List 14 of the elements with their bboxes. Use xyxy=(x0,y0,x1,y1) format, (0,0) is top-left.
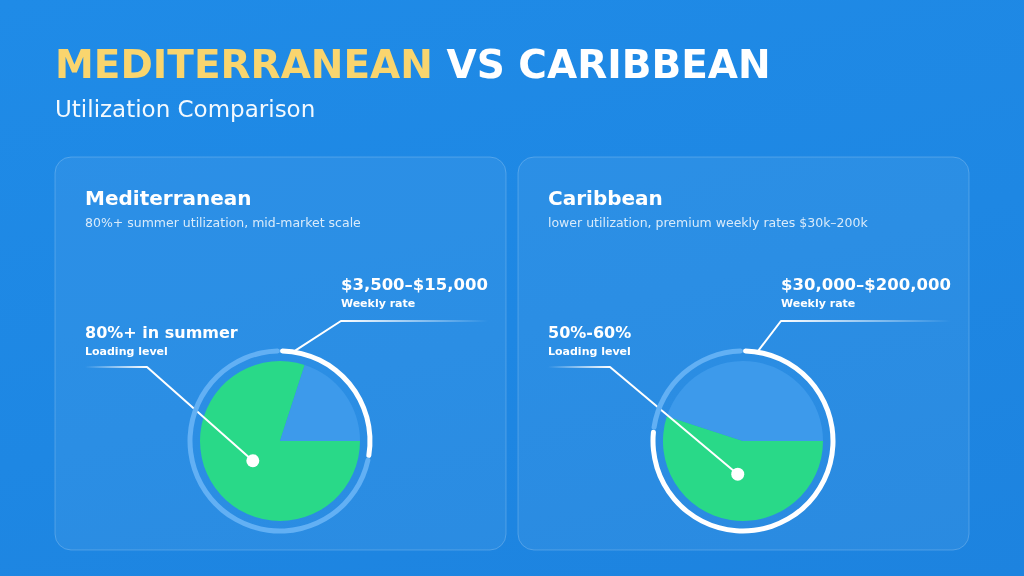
chart-title: Mediterranean xyxy=(85,186,252,210)
slice-label: Loading level xyxy=(548,345,631,358)
text: MEDITERRANEAN VS CARIBBEAN xyxy=(55,42,771,87)
text: Utilization Comparison xyxy=(55,96,316,122)
text: 50%-60% xyxy=(548,323,632,342)
text: $30,000–$200,000 xyxy=(780,275,951,294)
text: 80%+ in summer xyxy=(85,323,238,342)
chart-subtitle: lower utilization, premium weekly rates $30k–200k xyxy=(548,215,869,230)
slice-label: Weekly rate xyxy=(780,297,856,310)
slice-label: Loading level xyxy=(85,345,168,358)
chart-subtitle: 80%+ summer utilization, mid-market scale xyxy=(85,215,362,230)
slice-label: Weekly rate xyxy=(340,297,416,310)
text: $3,500–$15,000 xyxy=(340,275,488,294)
chart-title: Caribbean xyxy=(548,186,663,210)
